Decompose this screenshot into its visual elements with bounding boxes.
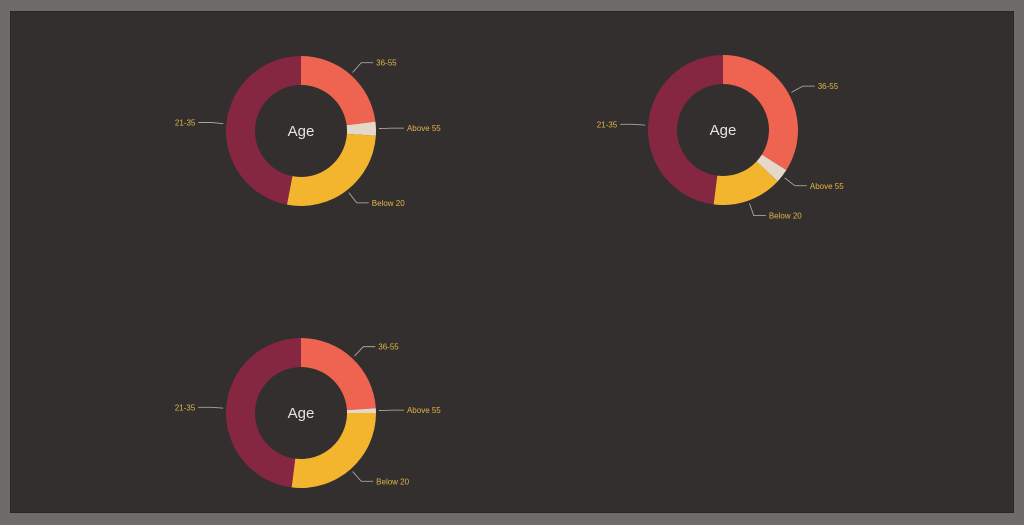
dashboard-frame [10, 11, 1014, 513]
slice-label-below-20: Below 20 [376, 477, 409, 486]
slice-label-21-35: 21-35 [175, 403, 196, 412]
slice-36-55[interactable] [301, 338, 376, 411]
slice-21-35[interactable] [648, 55, 723, 205]
donut-center-title: Age [710, 122, 737, 139]
leader-line-below-20 [749, 203, 766, 217]
slice-36-55[interactable] [723, 55, 798, 171]
leader-line-below-20 [352, 471, 374, 482]
slice-label-above-55: Above 55 [407, 124, 441, 133]
slice-below-20[interactable] [713, 161, 778, 205]
slice-above-55[interactable] [346, 121, 376, 136]
slice-label-above-55: Above 55 [407, 406, 441, 415]
leader-line-below-20 [348, 192, 369, 204]
slice-above-55[interactable] [756, 154, 787, 182]
donut-chart-3: 36-55 Above 55 Below 20 21-35 Age [175, 338, 441, 488]
slice-above-55[interactable] [346, 408, 376, 413]
slice-21-35[interactable] [226, 56, 301, 205]
slice-label-36-55: 36-55 [378, 343, 399, 352]
leader-line-36-55 [352, 62, 374, 73]
slice-label-21-35: 21-35 [175, 118, 196, 127]
leader-line-21-35 [198, 122, 224, 125]
leader-line-36-55 [354, 346, 376, 357]
slice-label-below-20: Below 20 [769, 212, 802, 221]
slice-21-35[interactable] [225, 338, 301, 488]
slice-below-20[interactable] [286, 133, 376, 206]
leader-line-36-55 [791, 85, 815, 93]
leader-line-21-35 [198, 406, 224, 409]
slice-36-55[interactable] [301, 56, 376, 126]
slice-label-below-20: Below 20 [372, 199, 405, 208]
donut-center-title: Age [288, 123, 315, 140]
leader-line-above-55 [784, 177, 807, 187]
slice-label-36-55: 36-55 [818, 82, 839, 91]
slice-below-20[interactable] [291, 413, 376, 488]
donut-chart-1: 36-55 Above 55 Below 20 21-35 Age [175, 56, 441, 208]
slice-label-above-55: Above 55 [810, 182, 844, 191]
leader-line-21-35 [620, 123, 646, 126]
slice-label-36-55: 36-55 [376, 59, 397, 68]
donut-center-title: Age [288, 405, 315, 422]
donut-chart-2: 36-55 Above 55 Below 20 21-35 Age [597, 55, 844, 221]
slice-label-21-35: 21-35 [597, 120, 618, 129]
